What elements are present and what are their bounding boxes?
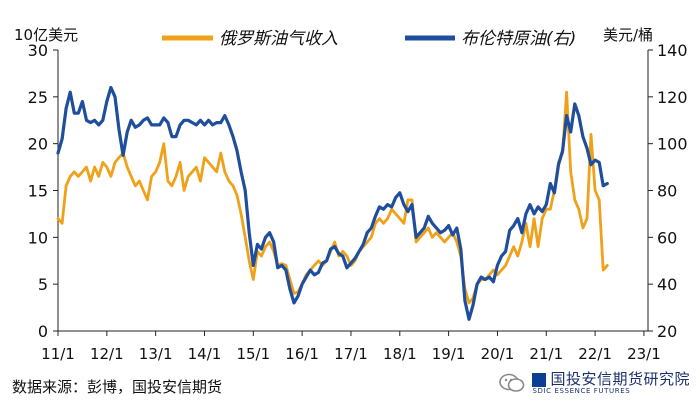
right-tick-label: 100	[657, 135, 688, 154]
series-line-brent	[56, 85, 609, 321]
right-tick-label: 120	[657, 88, 688, 107]
right-tick-label: 80	[657, 182, 677, 201]
x-tick-label: 20/1	[481, 345, 515, 363]
wechat-icon	[499, 373, 525, 392]
right-axis-label: 美元/桶	[603, 26, 653, 44]
x-tick-label: 12/1	[90, 345, 124, 363]
left-tick-label: 5	[38, 275, 48, 294]
x-tick-label: 15/1	[236, 345, 270, 363]
x-tick-label: 23/1	[627, 345, 661, 363]
x-tick-label: 13/1	[139, 345, 173, 363]
right-tick-label: 60	[657, 228, 677, 247]
watermark-en: SDIC ESSENCE FUTURES	[532, 386, 631, 395]
left-tick-label: 10	[28, 228, 48, 247]
left-tick-label: 15	[28, 182, 48, 201]
right-tick-label: 40	[657, 275, 677, 294]
x-tick-label: 18/1	[383, 345, 417, 363]
axes-layer: 0 5 10 15 20 25 30 20 40 60 80 100 120 140 11/1 12/1 13/…	[28, 41, 688, 363]
x-tick-label: 11/1	[41, 345, 75, 363]
x-tick-label: 19/1	[432, 345, 466, 363]
left-axis-label: 10亿美元	[14, 26, 78, 44]
x-tick-label: 14/1	[188, 345, 222, 363]
right-tick-label: 20	[657, 322, 677, 341]
sdic-logo-icon	[532, 372, 547, 387]
left-tick-label: 25	[28, 88, 48, 107]
legend-revenue-label: 俄罗斯油气收入	[219, 29, 338, 49]
x-tick-label: 21/1	[529, 345, 563, 363]
x-tick-label: 22/1	[578, 345, 612, 363]
watermark: 国投安信期货研究院 SDIC ESSENCE FUTURES	[498, 371, 690, 395]
watermark-logo: 国投安信期货研究院 SDIC ESSENCE FUTURES	[532, 371, 690, 395]
left-tick-label: 0	[38, 322, 48, 341]
legend-brent-label: 布伦特原油(右)	[461, 29, 576, 49]
right-tick-label: 140	[657, 41, 688, 60]
source-note: 数据来源：彭博，国投安信期货	[12, 378, 223, 396]
x-tick-label: 16/1	[285, 345, 319, 363]
series-layer	[56, 85, 609, 321]
watermark-cn: 国投安信期货研究院	[550, 370, 690, 388]
x-tick-label: 17/1	[334, 345, 368, 363]
left-tick-label: 30	[28, 41, 48, 60]
labels-layer: 10亿美元 美元/桶 俄罗斯油气收入 布伦特原油(右)	[14, 26, 653, 49]
left-tick-label: 20	[28, 135, 48, 154]
